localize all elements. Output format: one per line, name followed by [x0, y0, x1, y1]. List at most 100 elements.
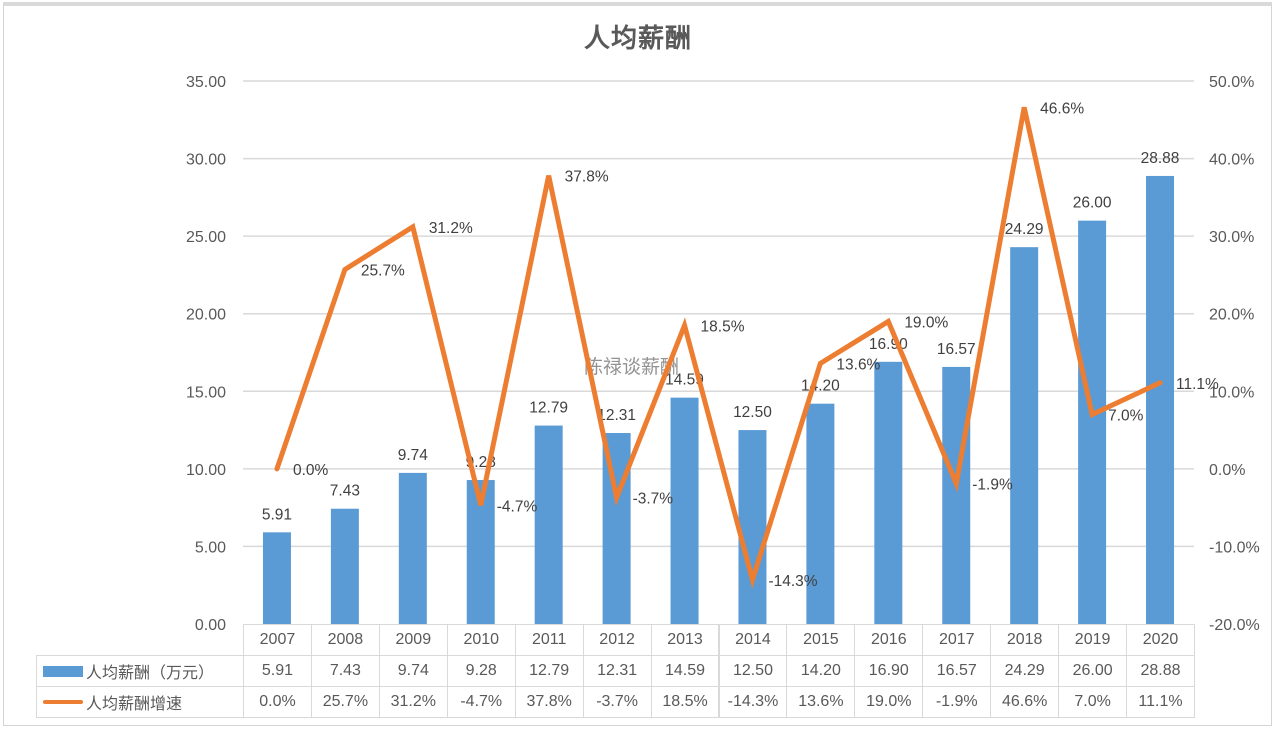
table-cell-growth: 46.6%	[990, 686, 1060, 718]
right-axis-tick: 30.0%	[1209, 229, 1254, 246]
bar-data-label: 7.43	[330, 483, 360, 500]
line-data-label: -14.3%	[768, 573, 817, 590]
table-header-year: 2011	[514, 624, 584, 656]
line-data-label: -3.7%	[633, 491, 674, 508]
bar-data-label: 5.91	[262, 506, 292, 523]
left-axis-tick: 25.00	[186, 229, 226, 246]
table-cell-salary: 16.90	[854, 655, 924, 687]
right-axis-tick: 0.0%	[1209, 462, 1245, 479]
right-axis-tick: 10.0%	[1209, 384, 1254, 401]
table-header-year: 2013	[650, 624, 720, 656]
bar-data-label: 16.57	[937, 341, 976, 358]
table-cell-salary: 26.00	[1058, 655, 1128, 687]
bar	[874, 361, 903, 624]
table-cell-growth: 0.0%	[243, 686, 312, 718]
line-data-label: 25.7%	[361, 262, 405, 279]
table-header-year: 2020	[1126, 624, 1195, 656]
left-axis-tick: 10.00	[186, 462, 226, 479]
bar-data-label: 12.79	[529, 400, 568, 417]
table-cell-growth: 25.7%	[310, 686, 380, 718]
table-header-year: 2010	[446, 624, 516, 656]
bar-data-label: 14.59	[665, 372, 704, 389]
table-cell-salary: 12.50	[718, 655, 788, 687]
bar-data-label: 26.00	[1073, 195, 1112, 212]
table-cell-growth: -4.7%	[446, 686, 516, 718]
line-data-label: 18.5%	[701, 318, 745, 335]
chart-frame	[3, 2, 1272, 726]
line-data-label: 19.0%	[904, 314, 948, 331]
line-data-label: 7.0%	[1108, 408, 1144, 425]
table-cell-growth: -14.3%	[718, 686, 788, 718]
bar	[942, 366, 971, 624]
line-data-label: 31.2%	[429, 220, 473, 237]
table-header-year: 2009	[378, 624, 448, 656]
line-data-label: -4.7%	[497, 498, 538, 515]
left-axis-tick: 5.00	[195, 539, 226, 556]
bar	[398, 472, 427, 624]
table-header-year: 2007	[243, 624, 312, 656]
line-data-label: 0.0%	[293, 462, 329, 479]
line-data-label: 11.1%	[1176, 376, 1219, 393]
right-axis-tick: 40.0%	[1209, 152, 1254, 169]
table-header-year: 2018	[990, 624, 1060, 656]
legend-label: 人均薪酬（万元）	[86, 663, 215, 682]
table-cell-salary: 12.31	[582, 655, 652, 687]
table-cell-salary: 24.29	[990, 655, 1060, 687]
legend-bar-series: 人均薪酬（万元）	[36, 655, 244, 687]
table-cell-salary: 9.28	[446, 655, 516, 687]
table-cell-salary: 7.43	[310, 655, 380, 687]
bar	[534, 425, 563, 624]
table-cell-growth: 7.0%	[1058, 686, 1128, 718]
table-header-year: 2015	[786, 624, 856, 656]
bar-data-label: 12.50	[733, 404, 772, 421]
table-cell-salary: 14.20	[786, 655, 856, 687]
table-cell-growth: 13.6%	[786, 686, 856, 718]
table-cell-salary: 16.57	[922, 655, 992, 687]
table-cell-salary: 9.74	[378, 655, 448, 687]
right-axis-tick: -10.0%	[1209, 539, 1260, 556]
line-data-label: 13.6%	[836, 356, 880, 373]
left-axis-tick: 15.00	[186, 384, 226, 401]
table-cell-growth: -1.9%	[922, 686, 992, 718]
table-cell-salary: 12.79	[514, 655, 584, 687]
chart-title: 人均薪酬	[583, 24, 692, 54]
table-cell-growth: -3.7%	[582, 686, 652, 718]
left-axis-tick: 0.00	[195, 617, 226, 634]
table-cell-growth: 18.5%	[650, 686, 720, 718]
bar-swatch-icon	[43, 665, 83, 677]
right-axis-tick: 50.0%	[1209, 74, 1254, 91]
table-cell-salary: 14.59	[650, 655, 720, 687]
table-header-year: 2008	[310, 624, 380, 656]
table-header-year: 2019	[1058, 624, 1128, 656]
table-cell-growth: 31.2%	[378, 686, 448, 718]
table-header-year: 2012	[582, 624, 652, 656]
bar	[1010, 247, 1039, 624]
bar	[262, 532, 291, 624]
table-cell-growth: 11.1%	[1126, 686, 1195, 718]
bar	[670, 397, 699, 624]
bar	[1146, 175, 1175, 624]
table-header-year: 2017	[922, 624, 992, 656]
line-data-label: 37.8%	[565, 169, 609, 186]
table-cell-salary: 28.88	[1126, 655, 1195, 687]
bar-data-label: 14.20	[801, 378, 840, 395]
legend-line-series: 人均薪酬增速	[36, 686, 244, 718]
bar-data-label: 12.31	[597, 407, 636, 424]
bar	[1078, 220, 1107, 624]
bar	[738, 430, 767, 624]
bar-data-label: 9.74	[398, 447, 429, 464]
left-axis-tick: 20.00	[186, 307, 226, 324]
table-cell-growth: 19.0%	[854, 686, 924, 718]
table-header-year: 2016	[854, 624, 924, 656]
bar	[330, 508, 359, 624]
bar	[806, 403, 835, 624]
table-header-year: 2014	[718, 624, 788, 656]
right-axis-tick: -20.0%	[1209, 617, 1260, 634]
bar-data-label: 28.88	[1141, 150, 1180, 167]
bar-data-label: 24.29	[1005, 221, 1044, 238]
left-axis-tick: 30.00	[186, 152, 226, 169]
watermark-text: 陈禄谈薪酬	[584, 356, 679, 378]
table-cell-growth: 37.8%	[514, 686, 584, 718]
line-data-label: 46.6%	[1040, 100, 1084, 117]
